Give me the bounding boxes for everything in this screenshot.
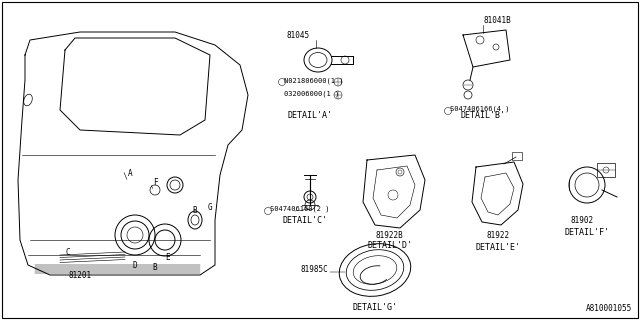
Text: DETAIL'B': DETAIL'B' [461, 111, 506, 120]
Text: DETAIL'C': DETAIL'C' [282, 216, 328, 225]
Text: DETAIL'D': DETAIL'D' [367, 241, 413, 250]
Text: 81902: 81902 [570, 216, 593, 225]
Bar [597, 163, 615, 177]
Bar [512, 152, 522, 160]
Text: S047406160(2 ): S047406160(2 ) [270, 205, 330, 212]
Text: A810001055: A810001055 [586, 304, 632, 313]
Text: DETAIL'G': DETAIL'G' [353, 303, 397, 312]
Text: 81201: 81201 [68, 271, 92, 280]
Text: S047406166(4 ): S047406166(4 ) [450, 105, 509, 111]
Text: C: C [66, 247, 70, 257]
Text: DETAIL'F': DETAIL'F' [564, 228, 609, 237]
Text: N021806000(1 ): N021806000(1 ) [284, 77, 344, 84]
Text: B: B [193, 205, 197, 214]
Text: 81045: 81045 [287, 31, 310, 40]
Text: D: D [132, 260, 138, 269]
Text: 81922: 81922 [486, 231, 509, 240]
Text: 81041B: 81041B [483, 16, 511, 25]
Text: G: G [208, 203, 212, 212]
Text: 81922B: 81922B [375, 231, 403, 240]
Text: 032006000(1 ): 032006000(1 ) [284, 90, 339, 97]
Text: A: A [128, 169, 132, 178]
Text: DETAIL'A': DETAIL'A' [287, 111, 333, 120]
Text: DETAIL'E': DETAIL'E' [476, 243, 520, 252]
Text: E: E [166, 253, 170, 262]
Text: B: B [153, 263, 157, 273]
Text: F: F [153, 178, 157, 187]
Text: 81985C: 81985C [300, 265, 328, 274]
